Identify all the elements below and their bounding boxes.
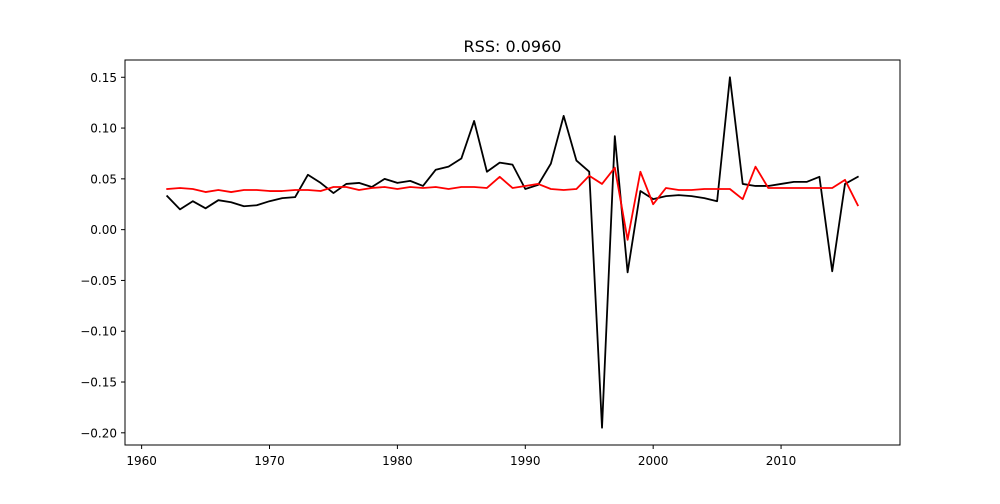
chart-title: RSS: 0.0960	[464, 37, 562, 56]
series-layer	[165, 76, 860, 429]
y-tick-label: −0.10	[80, 325, 117, 339]
y-tick-label: 0.15	[90, 71, 117, 85]
y-tick-label: −0.15	[80, 376, 117, 390]
y-tick-label: −0.20	[80, 426, 117, 440]
series-line-1	[165, 76, 860, 429]
y-axis: −0.20 −0.15 −0.10 −0.05 0.00 0.05 0.10 0.15	[80, 71, 125, 440]
series-line-2	[166, 165, 860, 241]
x-tick-label: 2010	[766, 454, 797, 468]
x-tick-label: 1960	[126, 454, 157, 468]
y-tick-label: 0.05	[90, 172, 117, 186]
x-tick-label: 1980	[382, 454, 413, 468]
y-tick-label: 0.10	[90, 122, 117, 136]
y-tick-label: −0.05	[80, 274, 117, 288]
x-tick-label: 1990	[510, 454, 541, 468]
x-tick-label: 2000	[638, 454, 669, 468]
y-tick-label: 0.00	[90, 223, 117, 237]
plot-frame	[124, 59, 901, 446]
x-tick-label: 1970	[254, 454, 285, 468]
x-axis: 1960 1970 1980 1990 2000 2010	[126, 445, 796, 468]
